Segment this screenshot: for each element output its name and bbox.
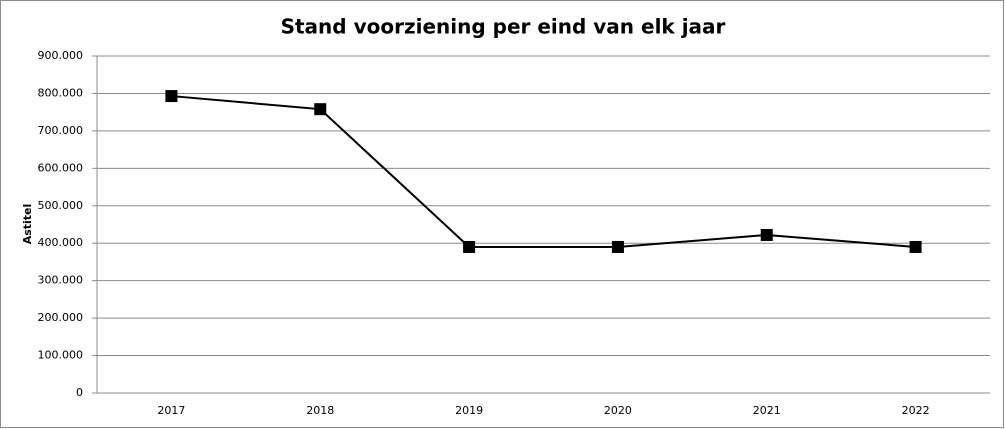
marker bbox=[909, 240, 922, 253]
y-tick-label: 200.000 bbox=[38, 311, 84, 324]
y-tick-label: 0 bbox=[76, 386, 83, 399]
y-tick-label: 100.000 bbox=[38, 349, 84, 362]
marker bbox=[463, 240, 476, 253]
y-tick-label: 700.000 bbox=[38, 124, 84, 137]
y-tick-label: 800.000 bbox=[38, 86, 84, 99]
marker bbox=[760, 228, 773, 241]
x-tick-label: 2018 bbox=[306, 404, 334, 417]
y-tick-label: 400.000 bbox=[38, 236, 84, 249]
marker bbox=[314, 103, 327, 116]
x-tick-label: 2020 bbox=[604, 404, 632, 417]
marker bbox=[165, 90, 178, 103]
x-tick-label: 2017 bbox=[157, 404, 185, 417]
marker bbox=[611, 240, 624, 253]
y-tick-label: 500.000 bbox=[38, 199, 84, 212]
chart-title: Stand voorziening per eind van elk jaar bbox=[281, 15, 726, 39]
y-tick-label: 300.000 bbox=[38, 274, 84, 287]
y-tick-label: 600.000 bbox=[38, 161, 84, 174]
y-axis-label: Astitel bbox=[21, 204, 34, 245]
x-tick-label: 2019 bbox=[455, 404, 483, 417]
line bbox=[171, 95, 916, 248]
x-tick-label: 2021 bbox=[753, 404, 781, 417]
y-tick-label: 900.000 bbox=[38, 49, 84, 62]
x-tick-label: 2022 bbox=[902, 404, 930, 417]
